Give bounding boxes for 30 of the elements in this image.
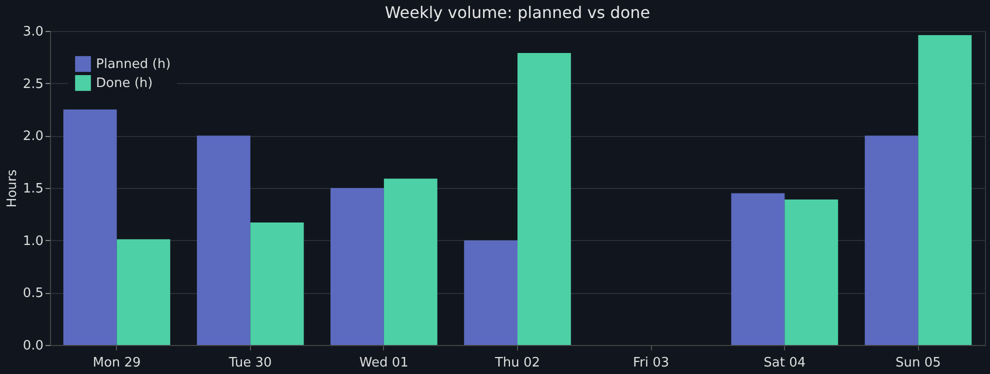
bar	[384, 178, 438, 345]
x-tick-label: Tue 30	[228, 356, 272, 370]
bar	[63, 110, 117, 345]
x-tick-label: Mon 29	[92, 356, 141, 370]
x-tick-label: Sun 05	[896, 356, 941, 370]
bar	[250, 222, 304, 345]
bar	[864, 136, 918, 345]
bar	[518, 52, 571, 345]
bar	[330, 188, 384, 345]
bar	[918, 35, 972, 345]
y-tick-label: 1.0	[22, 234, 44, 249]
y-axis-title: Hours	[4, 169, 20, 208]
y-tick-label: 2.5	[22, 76, 44, 92]
y-tick-label: 0.5	[22, 286, 44, 302]
x-tick-label: Sat 04	[764, 356, 806, 370]
legend-label: Done (h)	[96, 76, 153, 91]
bar	[116, 239, 170, 345]
chart-title: Weekly volume: planned vs done	[384, 3, 650, 22]
y-tick-label: 0.0	[22, 338, 44, 354]
x-tick-label: Thu 02	[494, 356, 540, 370]
bar	[196, 136, 250, 345]
y-tick-label: 2.0	[22, 129, 44, 144]
bar	[464, 240, 518, 345]
y-tick-label: 1.5	[22, 182, 44, 196]
bar	[784, 200, 838, 345]
x-tick-label: Wed 01	[359, 356, 408, 370]
y-tick-label: 3.0	[22, 24, 44, 40]
x-tick-label: Fri 03	[632, 356, 670, 370]
bar	[731, 193, 785, 345]
legend-label: Planned (h)	[96, 57, 171, 72]
